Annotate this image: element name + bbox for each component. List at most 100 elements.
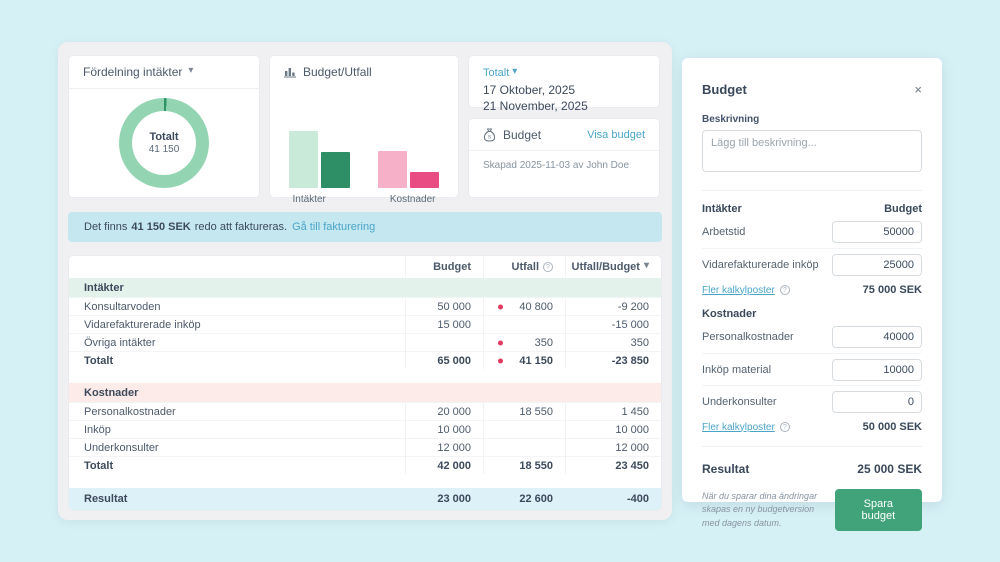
more-items-link[interactable]: Fler kalkylposter [702,284,775,296]
bar-cost-utfall [410,172,439,188]
bar-income-budget [289,131,318,188]
table-row: Underkonsulter 12 000 12 000 [69,438,661,456]
save-budget-button[interactable]: Spara budget [834,489,922,531]
donut-total-label: Totalt [149,131,179,143]
dashboard-panel: Fördelning intäkter ▾ Totalt 41 150 [58,42,672,520]
period-date-to: 21 November, 2025 [483,99,588,114]
bar-cost-budget [378,151,407,188]
cost-row: Inköp material [702,353,922,382]
table-row: Övriga intäkter 350 350 [69,333,661,351]
underkonsulter-input[interactable] [832,390,922,413]
panel-footer: När du sparar dina ändringar skapas en n… [702,489,922,531]
period-selector-dropdown[interactable]: Totalt ▾ [483,66,518,80]
divider [702,446,922,447]
budget-edit-panel: Budget × Beskrivning Intäkter Budget Arb… [682,58,942,531]
panel-title: Budget [702,82,747,97]
chevron-down-icon: ▾ [643,260,649,271]
period-date-from: 17 Oktober, 2025 [483,83,576,97]
table-row-total-income: Totalt 65 000 41 150 -23 850 [69,351,661,369]
inkop-material-input[interactable] [832,358,922,381]
income-footer-row: Fler kalkylposter ? 75 000 SEK [702,284,922,296]
column-header-utfall: Utfall ? [483,256,565,278]
budget-info-card: s Budget Visa budget Skapad 2025-11-03 a… [468,118,660,198]
panel-header: Budget × [702,82,922,97]
budget-utfall-header: Budget/Utfall [270,56,458,88]
costs-total: 50 000 SEK [862,421,922,433]
income-row: Arbetstid [702,219,922,245]
utfall-indicator-dot [498,340,503,345]
utfall-indicator-dot [498,304,503,309]
visa-budget-link[interactable]: Visa budget [587,129,645,141]
donut-total-value: 41 150 [148,144,180,155]
bar-group-income [289,131,350,188]
income-row: Vidarefakturerade inköp [702,248,922,277]
close-icon[interactable]: × [914,82,922,97]
column-header-utfall-budget[interactable]: Utfall/Budget ▾ [565,256,661,278]
revenue-distribution-dropdown[interactable]: Fördelning intäkter ▾ [69,56,259,89]
description-label: Beskrivning [702,114,760,125]
help-icon[interactable]: ? [779,422,790,432]
panel-result-row: Resultat 25 000 SEK [702,462,922,476]
table-spacer [69,474,661,488]
bar-label-income: Intäkter [292,194,326,205]
utfall-indicator-dot [498,358,503,363]
budget-utfall-card: Budget/Utfall Intäkter Kostnader [269,55,459,205]
more-items-link[interactable]: Fler kalkylposter [702,421,775,433]
bar-chart [270,102,458,188]
bar-chart-icon [284,68,296,78]
save-note: När du sparar dina ändringar skapas en n… [702,490,818,528]
period-dates: 17 Oktober, 2025 21 November, 2025 [483,82,645,114]
description-input[interactable] [702,130,922,172]
costs-section-header: Kostnader [702,308,757,320]
budget-info-title: Budget [503,128,542,142]
table-spacer [69,369,661,383]
go-to-invoicing-link[interactable]: Gå till fakturering [292,221,376,233]
donut-chart: Totalt 41 150 [119,98,209,188]
revenue-distribution-title: Fördelning intäkter [83,65,183,79]
revenue-distribution-card: Fördelning intäkter ▾ Totalt 41 150 [68,55,260,198]
section-header-costs: Kostnader [69,383,661,402]
bar-label-cost: Kostnader [389,194,436,205]
table-header-row: Budget Utfall ? Utfall/Budget ▾ [69,256,661,278]
section-header-income: Intäkter [69,278,661,297]
help-icon[interactable]: ? [779,285,790,295]
donut-center: Totalt 41 150 [132,111,196,175]
period-selector-label: Totalt [483,67,510,79]
banner-amount: 41 150 SEK [131,221,191,233]
column-header-budget: Budget [405,256,483,278]
chevron-down-icon: ▾ [512,66,518,77]
income-section-header: Intäkter Budget [702,203,922,215]
table-row: Personalkostnader 20 000 18 550 1 450 [69,402,661,420]
donut-chart-area: Totalt 41 150 [69,89,259,197]
table-row-result: Resultat 23 000 22 600 -400 [69,488,661,510]
budget-utfall-title: Budget/Utfall [303,65,372,79]
bar-group-cost [378,151,439,188]
result-value: 25 000 SEK [857,462,922,476]
bar-income-utfall [321,152,350,188]
income-total: 75 000 SEK [862,284,922,296]
table-row: Konsultarvoden 50 000 40 800 -9 200 [69,297,661,315]
utfall-drilldown-link[interactable]: 18 550 [483,403,565,420]
table-row: Inköp 10 000 10 000 [69,420,661,438]
table-row: Vidarefakturerade inköp 15 000 -15 000 [69,315,661,333]
vidarefakturerade-input[interactable] [832,253,922,276]
top-right-column: Totalt ▾ 17 Oktober, 2025 21 November, 2… [468,55,660,198]
svg-text:s: s [488,135,491,141]
bar-chart-labels: Intäkter Kostnader [270,194,458,205]
chevron-down-icon: ▾ [188,65,194,76]
costs-footer-row: Fler kalkylposter ? 50 000 SEK [702,421,922,433]
banner-text-post: redo att faktureras. [194,221,288,233]
budget-info-header: s Budget Visa budget [469,119,659,151]
invoice-ready-banner: Det finns 41 150 SEK redo att faktureras… [68,212,662,242]
table-row-total-costs: Totalt 42 000 18 550 23 450 [69,456,661,474]
result-label: Resultat [702,462,750,476]
info-icon[interactable]: ? [543,262,553,272]
period-card: Totalt ▾ 17 Oktober, 2025 21 November, 2… [468,55,660,113]
divider [702,190,922,191]
cost-row: Personalkostnader [702,324,922,350]
cost-row: Underkonsulter [702,385,922,414]
top-cards-row: Fördelning intäkter ▾ Totalt 41 150 [68,55,662,205]
personalkostnader-input[interactable] [832,326,922,348]
budget-created-text: Skapad 2025-11-03 av John Doe [483,160,630,171]
arbetstid-input[interactable] [832,221,922,243]
